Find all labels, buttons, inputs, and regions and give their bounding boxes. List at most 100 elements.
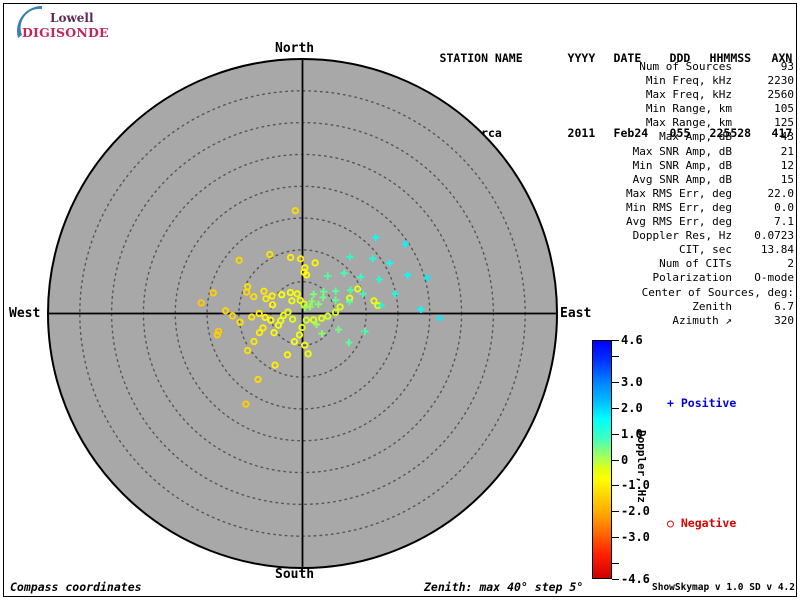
colorbar-tick-label: 1.0 bbox=[621, 426, 643, 441]
source-point-negative bbox=[286, 288, 295, 297]
stat-row: Avg SNR Amp, dB 15 bbox=[560, 173, 794, 187]
colorbar-minor-tick bbox=[612, 355, 619, 357]
source-point-negative bbox=[236, 318, 244, 326]
source-point-negative bbox=[261, 313, 269, 322]
source-point-negative bbox=[255, 329, 264, 337]
source-point-positive bbox=[340, 269, 348, 277]
source-point-positive bbox=[404, 271, 412, 279]
source-point-positive bbox=[417, 305, 425, 313]
source-point-negative bbox=[296, 255, 305, 263]
header-hhmmss-label: HHMMSS bbox=[709, 51, 752, 65]
colorbar-tick bbox=[612, 340, 619, 341]
source-point-negative bbox=[268, 301, 277, 309]
stat-label: Doppler Res, Hz bbox=[632, 229, 732, 243]
source-point-positive bbox=[334, 325, 343, 334]
stat-value: 15 bbox=[780, 172, 794, 186]
legend-negative-label: Negative bbox=[680, 516, 737, 530]
source-point-negative bbox=[288, 297, 296, 305]
source-point-positive bbox=[361, 327, 369, 335]
skymap-canvas bbox=[47, 58, 558, 569]
colorbar-tick bbox=[612, 407, 619, 409]
source-point-negative bbox=[296, 296, 304, 304]
stat-value: 13.84 bbox=[760, 243, 794, 257]
source-point-negative bbox=[331, 308, 340, 316]
source-point-negative bbox=[279, 311, 288, 320]
stat-row: Min RMS Err, deg 0.0 bbox=[560, 201, 794, 215]
header-hhmmss-value: 225528 bbox=[709, 126, 752, 140]
colorbar-tick bbox=[612, 381, 619, 383]
stat-value: 0.0 bbox=[774, 200, 794, 214]
header-ddd-label: DDD bbox=[669, 51, 691, 65]
colorbar-axis-title: Doppler, Hz bbox=[635, 430, 648, 503]
stat-label: Min SNR Amp, dB bbox=[632, 158, 732, 172]
logo-lowell-text: Lowell bbox=[50, 11, 94, 25]
source-point-negative bbox=[243, 288, 251, 296]
source-point-positive bbox=[401, 240, 409, 248]
source-point-positive bbox=[332, 287, 340, 295]
stat-row: Max RMS Err, deg 22.0 bbox=[560, 187, 794, 201]
logo-digisonde-text: DIGISONDE bbox=[22, 25, 109, 40]
source-point-negative bbox=[291, 207, 299, 215]
source-point-positive bbox=[331, 296, 340, 304]
source-point-negative bbox=[295, 331, 304, 339]
source-point-positive bbox=[375, 275, 383, 283]
colorbar-tick bbox=[612, 537, 619, 539]
source-point-positive bbox=[357, 273, 365, 281]
source-point-negative bbox=[283, 351, 292, 359]
footer-version: ShowSkymap v 1.0 SD v 4.2 bbox=[652, 582, 795, 593]
stat-row: Polarization O-mode bbox=[560, 271, 794, 285]
source-point-positive bbox=[306, 303, 314, 311]
stat-value: 7.1 bbox=[774, 215, 794, 229]
source-point-negative bbox=[262, 295, 270, 303]
stat-label: Max Amp, dB bbox=[659, 130, 732, 144]
source-point-negative bbox=[209, 289, 217, 297]
colorbar-tick-label: 4.6 bbox=[621, 333, 643, 347]
stat-row: Num of CITs 2 bbox=[560, 257, 794, 271]
stat-label: Polarization bbox=[652, 271, 732, 285]
source-point-negative bbox=[250, 293, 258, 301]
source-point-positive bbox=[324, 272, 332, 280]
source-point-negative bbox=[302, 316, 310, 324]
stat-label: Num of CITs bbox=[659, 257, 732, 271]
source-point-positive bbox=[314, 300, 323, 308]
source-point-negative bbox=[290, 337, 299, 346]
colorbar-tick bbox=[612, 485, 619, 487]
colorbar-tick bbox=[612, 511, 619, 513]
center-of-sources-zenith-row: Zenith 6.7 bbox=[560, 300, 794, 314]
direction-label-east: East bbox=[560, 306, 592, 321]
skymap-polar-plot bbox=[47, 58, 558, 569]
colorbar-minor-tick bbox=[612, 563, 619, 565]
direction-label-west: West bbox=[9, 306, 41, 321]
source-point-positive bbox=[308, 297, 316, 306]
direction-label-north: North bbox=[275, 41, 315, 56]
source-point-negative bbox=[242, 400, 250, 408]
stat-value: 0.0723 bbox=[754, 229, 794, 243]
stat-label: Min Range, km bbox=[645, 102, 732, 116]
colorbar-tick-label: -3.0 bbox=[621, 530, 650, 545]
source-point-positive bbox=[318, 330, 326, 338]
source-point-negative bbox=[254, 375, 262, 384]
source-point-negative bbox=[271, 361, 279, 369]
colorbar-tick-label: 2.0 bbox=[621, 400, 643, 415]
stat-value: 21 bbox=[780, 144, 794, 158]
footer-compass-coordinates: Compass coordinates bbox=[10, 580, 142, 594]
direction-label-south: South bbox=[275, 567, 315, 582]
source-point-positive bbox=[346, 286, 355, 294]
stat-row: Min Freq, kHz 2230 bbox=[560, 74, 794, 88]
stat-value: 43 bbox=[780, 130, 794, 144]
stat-value: 12 bbox=[780, 158, 794, 172]
source-point-negative bbox=[248, 313, 256, 321]
center-of-sources-azimuth-label: Azimuth ↗ bbox=[672, 313, 732, 327]
source-point-negative bbox=[260, 287, 268, 295]
source-point-negative bbox=[354, 285, 362, 293]
center-of-sources-zenith-value: 6.7 bbox=[774, 299, 794, 313]
stat-label: Min RMS Err, deg bbox=[626, 200, 732, 214]
center-of-sources-zenith-label: Zenith bbox=[692, 299, 732, 313]
stat-row: Min Range, km 105 bbox=[560, 102, 794, 116]
stat-row: Doppler Res, Hz 0.0723 bbox=[560, 229, 794, 243]
source-point-positive bbox=[391, 290, 399, 298]
stat-row: Max Range, km 125 bbox=[560, 116, 794, 130]
center-of-sources-azimuth-value: 320 bbox=[774, 313, 794, 327]
stat-label: Max SNR Amp, dB bbox=[632, 144, 732, 158]
